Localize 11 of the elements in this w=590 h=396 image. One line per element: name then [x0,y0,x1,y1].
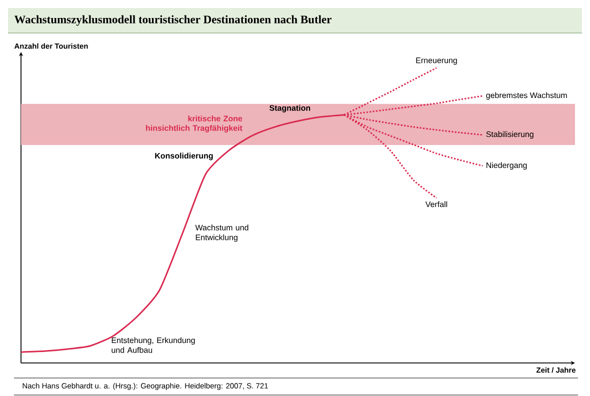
series-label: Erneuerung [416,58,457,65]
band-label: kritische Zone hinsichtlich Tragfähigkeit [146,115,242,132]
annotation: Entstehung, Erkundung und Aufbau [112,337,195,353]
annotation: Konsolidierung [155,152,213,160]
chart-title: Wachstumszyklusmodell touristischer Destinationen nach Butler [14,15,332,26]
series-label: Verfall [425,201,448,208]
annotation: Wachstum und Entwicklung [195,224,248,242]
series-label: gebremstes Wachstum [486,92,567,100]
series-label: Stabilisierung [486,131,534,139]
annotation: Stagnation [269,104,310,112]
series-label: Niedergang [486,162,527,170]
